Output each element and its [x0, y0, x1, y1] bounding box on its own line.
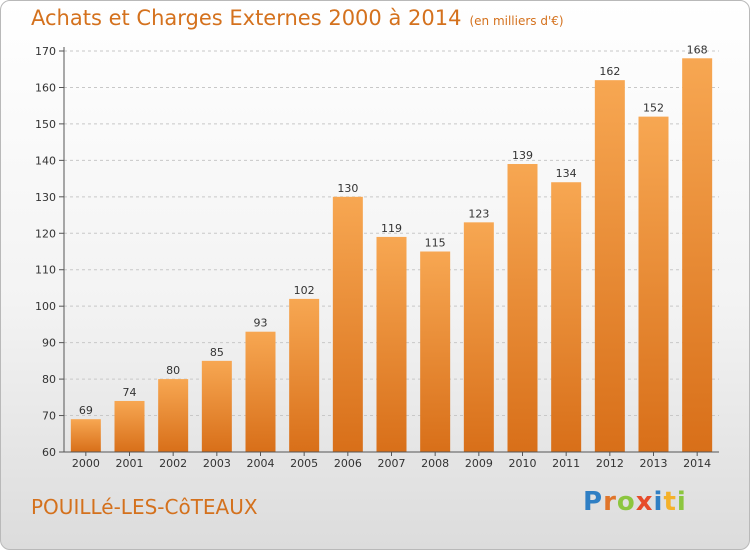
- bar-2011: [551, 182, 582, 452]
- logo-letter: o: [616, 487, 636, 517]
- chart-title: Achats et Charges Externes 2000 à 2014: [31, 6, 462, 30]
- y-tick-label: 100: [35, 300, 56, 313]
- bar-2013: [638, 116, 669, 453]
- commune-name: POUILLé-LES-CôTEAUX: [31, 495, 258, 519]
- x-tick-label: 2006: [334, 457, 362, 470]
- bar-2001: [114, 400, 145, 452]
- value-label: 119: [381, 222, 402, 235]
- logo-letter: r: [603, 487, 617, 517]
- bar-2003: [201, 360, 232, 452]
- value-label: 130: [337, 182, 358, 195]
- x-tick-label: 2002: [159, 457, 187, 470]
- x-tick-label: 2004: [247, 457, 275, 470]
- proxiti-logo: Proxiti: [583, 487, 687, 517]
- y-tick-label: 80: [42, 373, 56, 386]
- bar-2012: [594, 80, 625, 452]
- logo-letter: i: [676, 487, 687, 517]
- value-label: 152: [643, 102, 664, 115]
- axes: 60 70 80 90 100 110 120 130 140 150 160 170 2000 2001…: [35, 45, 719, 470]
- value-label: 115: [425, 237, 446, 250]
- y-tick-label: 150: [35, 118, 56, 131]
- y-tick-label: 70: [42, 410, 56, 423]
- value-label: 93: [254, 317, 268, 330]
- x-tick-label: 2008: [421, 457, 449, 470]
- x-tick-label: 2011: [552, 457, 580, 470]
- logo-letter: i: [653, 487, 664, 517]
- x-tick-label: 2013: [640, 457, 668, 470]
- x-tick-label: 2010: [509, 457, 537, 470]
- bar-2000: [70, 419, 101, 452]
- y-tick-label: 170: [35, 45, 56, 58]
- value-label: 168: [687, 43, 708, 56]
- y-tick-label: 120: [35, 227, 56, 240]
- x-tick-label: 2007: [378, 457, 406, 470]
- y-tick-label: 140: [35, 154, 56, 167]
- logo-letter: P: [583, 487, 604, 517]
- x-tick-label: 2001: [116, 457, 144, 470]
- x-tick-label: 2012: [596, 457, 624, 470]
- bar-2004: [245, 331, 276, 452]
- x-tick-label: 2000: [72, 457, 100, 470]
- bar-2009: [463, 222, 494, 452]
- x-tick-label: 2014: [683, 457, 711, 470]
- bars: 69 74 80 85 93 102 130 119 115 123 139 134 162 152 168: [70, 43, 713, 453]
- bar-2010: [507, 164, 538, 452]
- bar-2002: [158, 379, 189, 452]
- value-label: 69: [79, 404, 93, 417]
- x-tick-label: 2005: [290, 457, 318, 470]
- chart-subtitle: (en milliers d'€): [469, 14, 564, 28]
- logo-letter: t: [663, 487, 677, 517]
- y-tick-label: 90: [42, 337, 56, 350]
- y-tick-label: 160: [35, 81, 56, 94]
- y-tick-label: 110: [35, 264, 56, 277]
- bar-2005: [289, 298, 320, 452]
- bar-2007: [376, 236, 407, 452]
- value-label: 162: [599, 65, 620, 78]
- value-label: 123: [468, 207, 489, 220]
- value-label: 80: [166, 364, 180, 377]
- bar-2006: [332, 196, 363, 452]
- x-tick-label: 2009: [465, 457, 493, 470]
- title-row: Achats et Charges Externes 2000 à 2014 (e…: [31, 6, 564, 30]
- x-tick-label: 2003: [203, 457, 231, 470]
- y-tick-label: 60: [42, 446, 56, 459]
- logo-letter: x: [635, 487, 654, 517]
- bar-2014: [682, 58, 713, 453]
- y-tick-label: 130: [35, 191, 56, 204]
- value-label: 74: [123, 386, 137, 399]
- value-label: 102: [294, 284, 315, 297]
- value-label: 85: [210, 346, 224, 359]
- bar-2008: [420, 251, 451, 452]
- value-label: 134: [556, 167, 577, 180]
- value-label: 139: [512, 149, 533, 162]
